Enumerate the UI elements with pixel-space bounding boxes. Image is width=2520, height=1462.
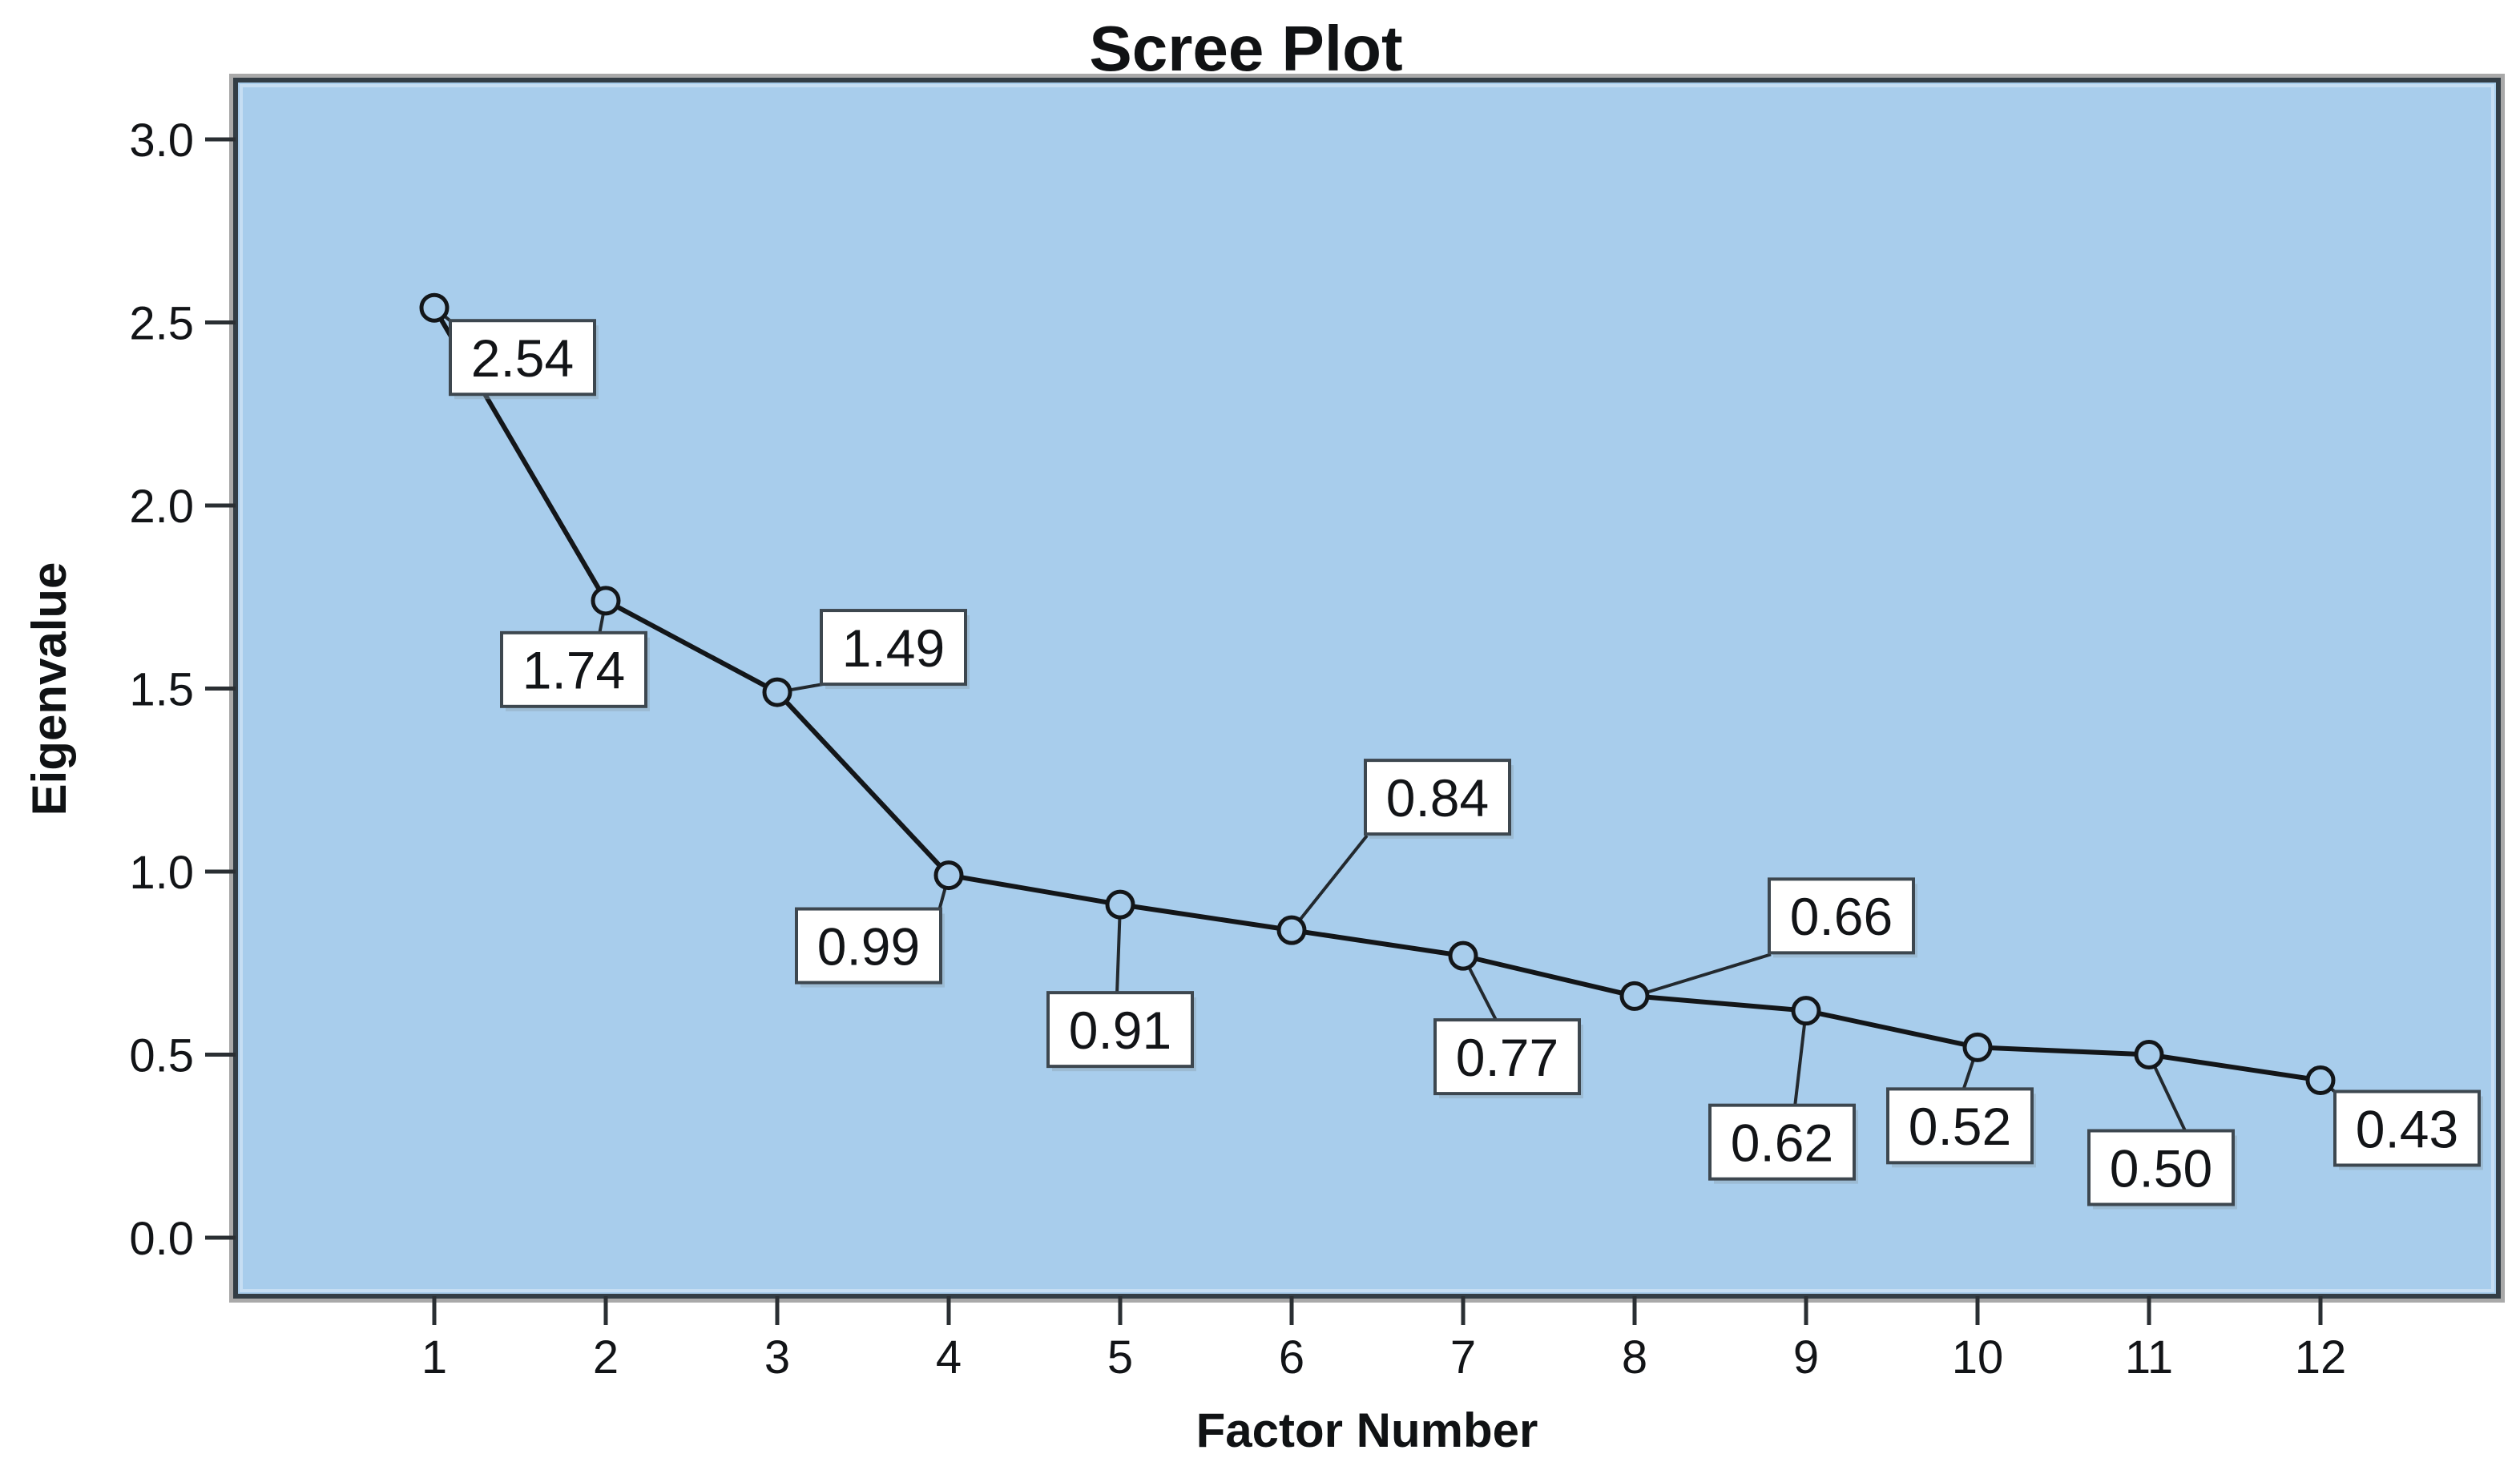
- y-tick-label: 0.0: [129, 1213, 194, 1265]
- x-axis-ticks: 1 2 3 4 5 6 7 8 9 10 11 12: [421, 1296, 2346, 1383]
- data-point-marker: [591, 586, 621, 616]
- value-label: 0.43: [2356, 1099, 2458, 1158]
- y-axis-title: Eigenvalue: [22, 562, 76, 816]
- data-point-marker: [1448, 940, 1478, 971]
- y-tick-label: 1.5: [129, 663, 194, 715]
- x-tick-label: 5: [1107, 1331, 1133, 1383]
- value-label-box: [820, 609, 967, 687]
- x-tick-label: 6: [1279, 1331, 1304, 1383]
- y-axis-ticks: 0.0 0.5 1.0 1.5 2.0 2.5 3.0: [129, 115, 236, 1265]
- y-tick-label: 3.0: [129, 115, 194, 167]
- value-label-box: [2333, 1089, 2481, 1167]
- chart-title: Scree Plot: [1089, 13, 1402, 84]
- data-point-marker: [1105, 889, 1135, 920]
- data-point-marker: [1619, 981, 1650, 1011]
- leader-line: [1290, 834, 1369, 932]
- data-point-marker: [933, 860, 964, 891]
- value-label: 0.99: [817, 916, 920, 976]
- x-tick-label: 1: [421, 1331, 447, 1383]
- value-label: 0.77: [1456, 1028, 1558, 1087]
- value-label: 1.49: [842, 618, 945, 678]
- value-label-box: [1708, 1103, 1856, 1181]
- x-tick-label: 4: [936, 1331, 962, 1383]
- x-tick-label: 8: [1622, 1331, 1647, 1383]
- y-tick-label: 2.5: [129, 297, 194, 349]
- value-label-box: [1433, 1018, 1581, 1096]
- x-tick-label: 2: [593, 1331, 619, 1383]
- value-label: 0.84: [1386, 768, 1489, 828]
- x-axis-title: Factor Number: [1196, 1404, 1538, 1457]
- plot-area-inner-highlight: [240, 84, 2494, 1292]
- x-tick-label: 12: [2295, 1331, 2347, 1383]
- value-label: 0.62: [1731, 1113, 1833, 1172]
- value-label: 0.66: [1790, 887, 1893, 946]
- value-label-box: [500, 630, 647, 708]
- value-label-box: [1364, 759, 1511, 836]
- series-line: [432, 305, 2323, 1083]
- leader-line: [1115, 904, 1122, 995]
- value-label-box: [1768, 877, 1915, 955]
- value-label-box: [2087, 1129, 2235, 1206]
- value-label: 0.91: [1069, 1001, 1171, 1060]
- value-label-box: [449, 319, 596, 397]
- x-tick-label: 9: [1793, 1331, 1819, 1383]
- value-label: 1.74: [522, 641, 625, 700]
- y-tick-label: 2.0: [129, 481, 194, 533]
- x-tick-label: 11: [2125, 1331, 2173, 1383]
- value-label: 0.52: [1909, 1097, 2011, 1156]
- y-tick-label: 0.5: [129, 1029, 194, 1081]
- data-point-marker: [1276, 915, 1307, 945]
- value-label-box: [1886, 1087, 2034, 1165]
- data-point-marker: [762, 677, 792, 707]
- data-point-marker: [1791, 996, 1821, 1026]
- value-label-box: [1046, 991, 1194, 1069]
- x-tick-label: 7: [1450, 1331, 1476, 1383]
- data-point-marker: [419, 292, 450, 323]
- x-tick-label: 3: [764, 1331, 790, 1383]
- data-point-marker: [2305, 1065, 2336, 1095]
- x-tick-label: 10: [1952, 1331, 2004, 1383]
- leader-line: [1634, 953, 1772, 998]
- y-tick-label: 1.0: [129, 847, 194, 899]
- leader-line: [1793, 1010, 1808, 1107]
- data-point-marker: [2134, 1040, 2164, 1069]
- value-label: 2.54: [471, 328, 574, 388]
- value-label-box: [795, 907, 942, 985]
- annotations: 2.54 1.74 1.49 0.99 0.91 0.84 0.77 0.66 0.62 0.52…: [449, 319, 2483, 1210]
- value-label: 0.50: [2110, 1138, 2212, 1198]
- data-point-marker: [1962, 1032, 1993, 1062]
